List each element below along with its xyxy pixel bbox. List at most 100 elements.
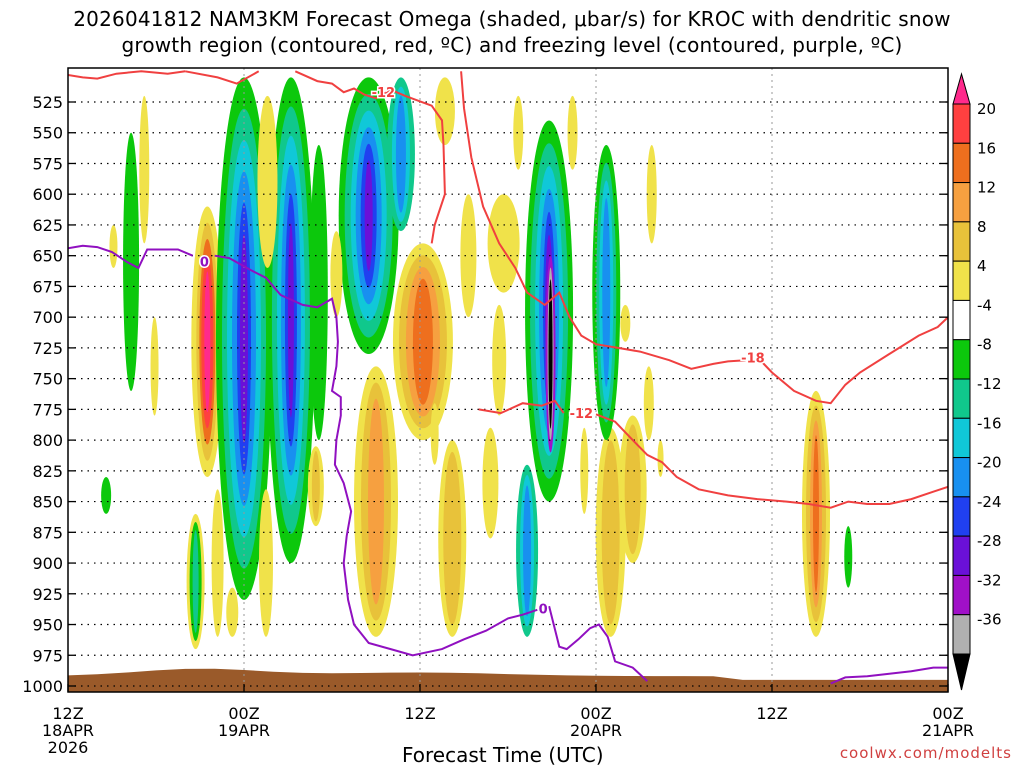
- omega-yellow-h13-0: [257, 95, 278, 268]
- contour-label: -12: [372, 86, 396, 101]
- colorbar-bottom-arrow: [952, 653, 971, 691]
- y-tick-label: 875: [32, 523, 63, 542]
- colorbar-segment: [952, 142, 971, 184]
- source-credit: coolwx.com/modelts: [839, 744, 1012, 762]
- omega-yellow-h40c-0: [657, 440, 664, 477]
- colorbar-segment: [952, 221, 971, 262]
- omega-yellow-h6-0: [150, 317, 159, 416]
- y-tick-label: 600: [32, 185, 63, 204]
- omega-yellow-h18-0: [330, 231, 343, 318]
- y-tick-label: 975: [32, 646, 63, 665]
- omega-downdraft-h37-3: [602, 198, 611, 387]
- omega-yellow-h25-0: [434, 77, 455, 146]
- y-tick-label: 925: [32, 585, 63, 604]
- y-tick-label: 900: [32, 554, 63, 573]
- omega-green-h53-0: [844, 526, 853, 588]
- x-tick-label: 2026: [48, 738, 89, 757]
- omega-green-h4-0: [123, 132, 140, 391]
- colorbar-label: 16: [977, 139, 996, 157]
- y-tick-label: 800: [32, 431, 63, 450]
- y-tick-label: 700: [32, 308, 63, 327]
- y-axis-ticks: 525 550 575 600 625 650 675 700 725 750 775 800 825 8…: [22, 93, 948, 696]
- omega-yellow-h26-1: [443, 451, 462, 626]
- colorbar-segment: [952, 260, 971, 301]
- omega-yellow-h38-1: [624, 424, 641, 555]
- plot-frame: [67, 67, 949, 693]
- colorbar-segment: [952, 339, 971, 380]
- y-tick-label: 675: [32, 277, 63, 296]
- omega-downdraft-h22-2: [395, 95, 406, 213]
- colorbar-label: -20: [977, 454, 1002, 472]
- x-tick-label: 00Z: [580, 704, 611, 723]
- x-axis-label: Forecast Time (UTC): [402, 743, 604, 767]
- colorbar-segment: [952, 417, 971, 459]
- y-tick-label: 625: [32, 216, 63, 235]
- colorbar-segment: [952, 299, 971, 341]
- omega-yellow-h38b-0: [620, 304, 631, 342]
- contour-lines: [68, 70, 948, 685]
- x-tick-label: 00Z: [932, 704, 963, 723]
- omega-yellow-h17-1: [311, 451, 320, 522]
- colorbar-label: -36: [977, 611, 1002, 629]
- omega-yellow-h37-1: [601, 440, 620, 625]
- terrain-ground: [68, 668, 948, 692]
- contour-minus18-b: [759, 316, 948, 405]
- grid-lines: [68, 68, 948, 692]
- contour-zero-d: [830, 666, 948, 685]
- colorbar-segment: [952, 496, 971, 537]
- colorbar-label: -32: [977, 571, 1002, 589]
- colorbar-label: -12: [977, 375, 1002, 393]
- y-tick-label: 550: [32, 124, 63, 143]
- chart-title-line-2: growth region (contoured, red, ºC) and f…: [121, 33, 903, 57]
- contour-minus12-low: [595, 413, 948, 509]
- colorbar-top-arrow: [952, 72, 971, 105]
- omega-yellow-h30-0: [513, 95, 524, 170]
- colorbar-label: -16: [977, 414, 1002, 432]
- x-tick-label: 18APR: [42, 721, 94, 740]
- x-tick-label: 00Z: [228, 704, 259, 723]
- contour-label: 0: [200, 256, 209, 271]
- contour-minus12-upper-c: [185, 70, 260, 85]
- x-tick-label: 20APR: [570, 721, 622, 740]
- y-tick-label: 575: [32, 154, 63, 173]
- chart-title-line-1: 2026041812 NAM3KM Forecast Omega (shaded…: [73, 7, 951, 31]
- omega-yellow-h29b-0: [487, 194, 520, 293]
- omega-yellow-h27-0: [460, 194, 477, 318]
- omega-green-h2-0: [101, 476, 112, 514]
- colorbar-segment: [952, 378, 971, 419]
- y-tick-label: 525: [32, 93, 63, 112]
- omega-orange-h24-3: [412, 278, 433, 405]
- contour-zero-a: [68, 244, 194, 270]
- omega-updraft-h9-4: [204, 271, 211, 413]
- y-tick-label: 775: [32, 400, 63, 419]
- contour-zero-c: [548, 605, 648, 682]
- colorbar-segment: [952, 574, 971, 616]
- omega-yellow-h5-0: [139, 95, 150, 244]
- omega-green-h17-0: [309, 145, 328, 441]
- colorbar-label: -28: [977, 532, 1002, 550]
- colorbar: 20 16 12 8 4 -4 -8 -12 -16 -20 -24 -28 -32 -36: [952, 72, 1002, 691]
- terrain-fill: [68, 668, 948, 692]
- colorbar-segment: [952, 103, 971, 144]
- contour-minus12-upper-a: [68, 70, 186, 80]
- x-tick-label: 21APR: [922, 721, 974, 740]
- omega-yellow-h11-0: [226, 587, 239, 637]
- x-tick-label: 12Z: [404, 704, 435, 723]
- colorbar-segment: [952, 614, 971, 655]
- colorbar-label: -8: [977, 336, 992, 354]
- y-tick-label: 650: [32, 247, 63, 266]
- omega-orange-h21-2: [368, 398, 384, 605]
- y-tick-label: 950: [32, 616, 63, 635]
- contour-label: 0: [539, 602, 548, 617]
- y-tick-label: 750: [32, 370, 63, 389]
- y-tick-label: 825: [32, 462, 63, 481]
- contour-labels: -12 0 -18 -12 0: [198, 84, 766, 618]
- contour-label: -12: [570, 407, 594, 422]
- colorbar-label: -24: [977, 493, 1002, 511]
- omega-yellow-h35-0: [580, 427, 589, 514]
- omega-yellow-h29-0: [492, 304, 507, 416]
- contour-minus18: [460, 71, 746, 370]
- colorbar-segment: [952, 457, 971, 498]
